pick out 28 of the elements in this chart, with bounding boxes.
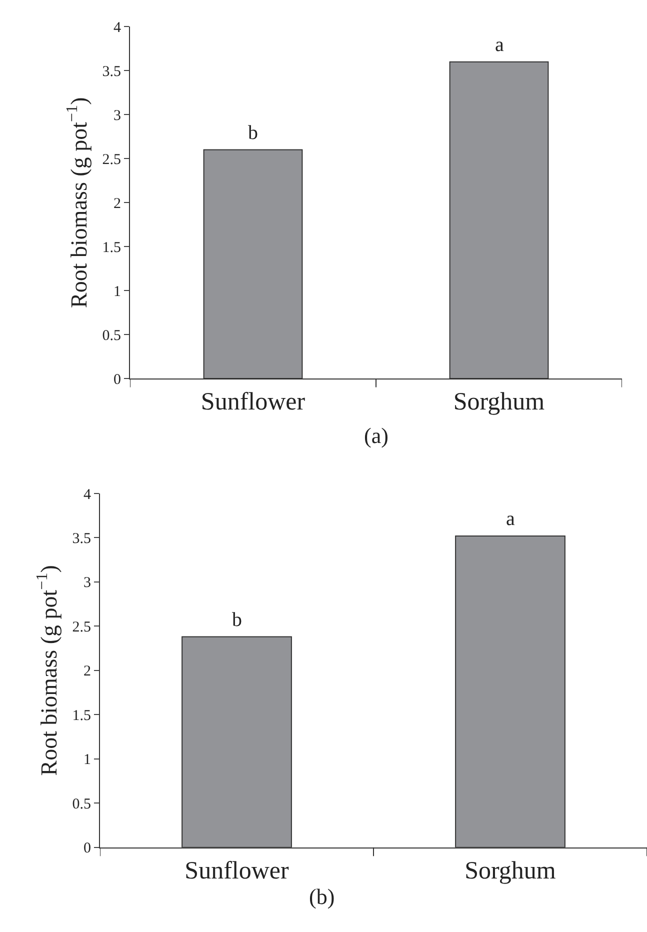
y-tick-label: 4 xyxy=(114,20,122,36)
y-tick-label: 1 xyxy=(84,752,91,768)
text: (a) xyxy=(364,423,388,448)
y-tick-label: 2 xyxy=(84,664,91,680)
y-tick-label: 4 xyxy=(84,486,92,503)
y-tick-label: 2 xyxy=(114,196,121,212)
y-tick-label: 2.5 xyxy=(72,619,91,636)
y-tick-label: 3 xyxy=(114,108,121,124)
annotation: a xyxy=(506,508,515,530)
y-tick-label: 0.5 xyxy=(72,796,91,812)
y-tick-label: 3.5 xyxy=(72,530,91,547)
y-tick-label: 1.5 xyxy=(72,708,91,724)
y-tick-label: 3.5 xyxy=(102,64,121,80)
annotation: b xyxy=(248,122,258,144)
text: (b) xyxy=(309,884,335,909)
annotation: b xyxy=(232,609,242,631)
annotation: a xyxy=(495,34,504,56)
x-tick-label: Sorghum xyxy=(464,857,556,884)
y-tick-label: 1 xyxy=(114,284,121,300)
y-tick-label: 3 xyxy=(84,575,91,592)
y-tick-label: 2.5 xyxy=(102,152,121,168)
x-tick-label: Sunflower xyxy=(184,857,290,884)
y-tick-label: 1.5 xyxy=(102,240,121,256)
y-tick-label: 0.5 xyxy=(102,328,121,344)
x-tick-label: Sorghum xyxy=(453,388,546,416)
y-tick-label: 0 xyxy=(84,840,91,857)
y-tick-label: 0 xyxy=(114,372,121,388)
x-tick-label: Sunflower xyxy=(200,388,306,416)
